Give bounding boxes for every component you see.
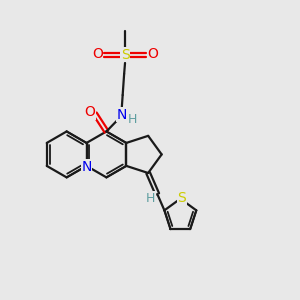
Text: H: H — [128, 113, 137, 126]
Text: O: O — [147, 47, 158, 61]
Text: O: O — [84, 106, 95, 119]
Text: N: N — [81, 160, 92, 174]
Text: S: S — [121, 48, 129, 62]
Text: O: O — [92, 47, 103, 61]
Text: N: N — [117, 108, 127, 122]
Text: S: S — [177, 191, 186, 205]
Text: H: H — [146, 192, 155, 205]
